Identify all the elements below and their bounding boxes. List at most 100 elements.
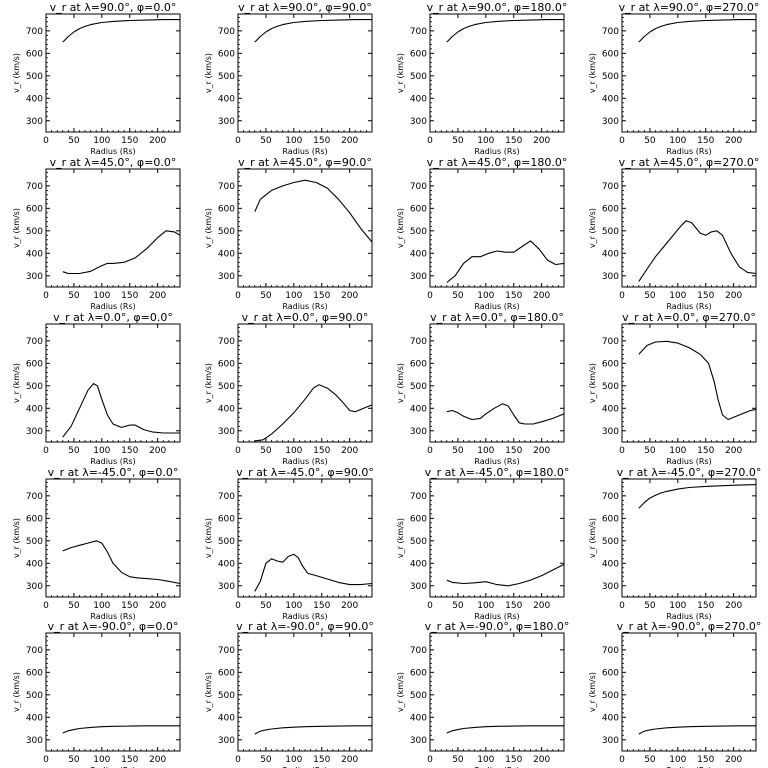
x-tick-label: 100 (285, 755, 302, 765)
x-tick-label: 100 (669, 601, 686, 611)
x-tick-label: 100 (477, 291, 494, 301)
subplot-9: v_r at λ=0.0°, φ=90.0° 0 50 100 150 200 300 400… (204, 311, 373, 466)
chart-title: v_r at λ=0.0°, φ=90.0° (242, 311, 369, 324)
y-tick-label: 400 (410, 94, 427, 104)
y-tick-label: 700 (218, 337, 235, 347)
chart-title: v_r at λ=-45.0°, φ=90.0° (236, 466, 374, 479)
series-line (446, 403, 565, 425)
y-tick-label: 700 (410, 337, 427, 347)
x-tick-label: 150 (505, 755, 522, 765)
x-tick-label: 100 (93, 601, 110, 611)
plot-frame (429, 478, 565, 598)
y-tick-label: 700 (218, 27, 235, 37)
x-tick-label: 0 (619, 136, 625, 146)
x-tick-label: 0 (427, 136, 433, 146)
y-tick-label: 400 (218, 94, 235, 104)
x-tick-label: 50 (260, 601, 272, 611)
chart-title: v_r at λ=90.0°, φ=90.0° (238, 1, 372, 14)
x-tick-label: 50 (68, 755, 80, 765)
subplot-18: v_r at λ=-90.0°, φ=180.0° 0 50 100 150 200 300… (396, 620, 569, 768)
y-tick-label: 400 (410, 249, 427, 259)
chart-title: v_r at λ=45.0°, φ=0.0° (50, 156, 177, 169)
x-axis-label: Radius (Rs) (282, 457, 327, 466)
y-tick-label: 500 (410, 691, 427, 701)
x-tick-label: 0 (427, 446, 433, 456)
y-axis-label: v_r (km/s) (12, 363, 21, 403)
x-tick-label: 50 (644, 446, 656, 456)
x-tick-label: 150 (697, 136, 714, 146)
x-tick-label: 50 (452, 136, 464, 146)
y-tick-label: 700 (602, 492, 619, 502)
y-tick-label: 400 (218, 249, 235, 259)
y-tick-label: 400 (602, 559, 619, 569)
x-tick-label: 50 (68, 601, 80, 611)
y-tick-label: 700 (602, 182, 619, 192)
y-tick-label: 300 (26, 117, 43, 127)
y-tick-label: 400 (26, 94, 43, 104)
y-tick-label: 400 (218, 713, 235, 723)
x-tick-label: 100 (669, 136, 686, 146)
x-tick-label: 100 (93, 446, 110, 456)
x-axis-label: Radius (Rs) (474, 302, 519, 311)
y-tick-label: 300 (218, 736, 235, 746)
plot-frame (237, 632, 373, 752)
plot-frame (237, 478, 373, 598)
y-tick-label: 300 (602, 736, 619, 746)
y-tick-label: 600 (26, 359, 43, 369)
x-axis-label: Radius (Rs) (90, 457, 135, 466)
y-tick-label: 500 (410, 382, 427, 392)
x-axis-label: Radius (Rs) (282, 766, 327, 768)
y-axis-label: v_r (km/s) (396, 518, 405, 558)
y-tick-label: 500 (218, 537, 235, 547)
x-tick-label: 0 (619, 601, 625, 611)
y-tick-label: 300 (602, 272, 619, 282)
x-tick-label: 0 (427, 291, 433, 301)
x-tick-label: 0 (235, 755, 241, 765)
subplot-1: v_r at λ=90.0°, φ=90.0° 0 50 100 150 200 300 40… (204, 1, 373, 156)
y-tick-label: 600 (218, 204, 235, 214)
y-tick-label: 500 (602, 382, 619, 392)
y-tick-label: 700 (26, 337, 43, 347)
y-axis-label: v_r (km/s) (588, 208, 597, 248)
y-axis-label: v_r (km/s) (204, 208, 213, 248)
series-line (254, 384, 373, 442)
y-tick-label: 500 (602, 537, 619, 547)
plot-frame (237, 168, 373, 288)
series-line (446, 19, 564, 43)
y-tick-label: 400 (410, 559, 427, 569)
y-tick-label: 600 (410, 49, 427, 59)
y-tick-label: 300 (26, 582, 43, 592)
series-line (62, 725, 180, 734)
y-tick-label: 300 (410, 272, 427, 282)
chart-title: v_r at λ=90.0°, φ=180.0° (427, 1, 568, 14)
subplot-4: v_r at λ=45.0°, φ=0.0° 0 50 100 150 200 300 400… (12, 156, 181, 311)
x-tick-label: 50 (452, 446, 464, 456)
x-tick-label: 100 (285, 136, 302, 146)
series-line (446, 240, 565, 283)
y-tick-label: 600 (218, 359, 235, 369)
x-tick-label: 100 (285, 446, 302, 456)
x-tick-label: 0 (43, 446, 49, 456)
series-line (638, 725, 756, 735)
subplot-10: v_r at λ=0.0°, φ=180.0° 0 50 100 150 200 300 40… (396, 311, 565, 466)
y-tick-label: 300 (410, 582, 427, 592)
x-axis-label: Radius (Rs) (666, 612, 711, 621)
y-tick-label: 600 (602, 204, 619, 214)
x-tick-label: 150 (313, 136, 330, 146)
y-tick-label: 600 (602, 49, 619, 59)
y-tick-label: 600 (218, 668, 235, 678)
x-tick-label: 0 (43, 601, 49, 611)
y-tick-label: 600 (410, 204, 427, 214)
y-axis-label: v_r (km/s) (588, 53, 597, 93)
y-tick-label: 500 (602, 72, 619, 82)
x-tick-label: 200 (533, 601, 550, 611)
y-tick-label: 400 (26, 713, 43, 723)
y-tick-label: 700 (26, 27, 43, 37)
x-axis-label: Radius (Rs) (474, 766, 519, 768)
series-line (638, 484, 757, 509)
subplot-6: v_r at λ=45.0°, φ=180.0° 0 50 100 150 200 300 4… (396, 156, 567, 311)
subplot-15: v_r at λ=-45.0°, φ=270.0° 0 50 100 150 200 300… (588, 466, 761, 621)
y-tick-label: 500 (410, 537, 427, 547)
x-tick-label: 200 (149, 755, 166, 765)
